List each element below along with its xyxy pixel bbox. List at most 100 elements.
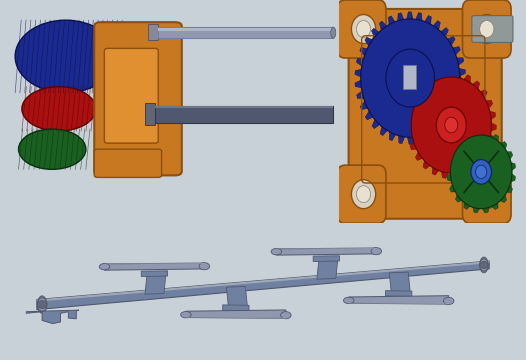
Polygon shape <box>483 131 490 136</box>
Polygon shape <box>434 126 441 135</box>
Circle shape <box>437 107 466 143</box>
Polygon shape <box>357 59 363 66</box>
FancyBboxPatch shape <box>94 149 161 177</box>
Polygon shape <box>441 171 448 178</box>
Polygon shape <box>461 169 467 176</box>
Polygon shape <box>470 163 477 171</box>
Circle shape <box>386 49 434 107</box>
Polygon shape <box>456 141 462 149</box>
Polygon shape <box>492 203 498 210</box>
Polygon shape <box>441 28 448 37</box>
Ellipse shape <box>22 87 96 131</box>
Circle shape <box>351 180 376 209</box>
Circle shape <box>480 186 494 203</box>
Polygon shape <box>507 152 513 159</box>
Polygon shape <box>426 132 432 140</box>
Polygon shape <box>473 131 480 136</box>
Ellipse shape <box>37 296 47 313</box>
Ellipse shape <box>480 259 488 271</box>
Polygon shape <box>145 273 166 294</box>
FancyBboxPatch shape <box>104 48 158 143</box>
Polygon shape <box>371 28 379 37</box>
Polygon shape <box>418 86 425 95</box>
Circle shape <box>357 186 371 203</box>
Polygon shape <box>349 303 449 304</box>
Polygon shape <box>432 167 439 175</box>
Polygon shape <box>459 79 466 87</box>
Polygon shape <box>389 272 410 293</box>
Polygon shape <box>484 145 491 154</box>
Polygon shape <box>478 155 485 164</box>
Polygon shape <box>357 91 364 99</box>
Polygon shape <box>416 152 422 161</box>
Polygon shape <box>456 195 462 202</box>
Polygon shape <box>448 110 456 119</box>
Polygon shape <box>276 248 376 255</box>
Polygon shape <box>433 21 440 30</box>
Polygon shape <box>105 263 205 270</box>
Polygon shape <box>453 100 461 109</box>
Polygon shape <box>355 80 361 88</box>
Ellipse shape <box>271 248 281 255</box>
Polygon shape <box>436 73 442 81</box>
Bar <box>148 24 158 40</box>
Polygon shape <box>389 132 396 141</box>
Polygon shape <box>445 71 451 78</box>
Polygon shape <box>408 108 414 116</box>
FancyBboxPatch shape <box>349 9 502 219</box>
Polygon shape <box>490 112 495 120</box>
Polygon shape <box>360 48 367 56</box>
Circle shape <box>351 14 376 44</box>
FancyBboxPatch shape <box>462 165 511 223</box>
Polygon shape <box>366 111 373 120</box>
Circle shape <box>357 21 371 37</box>
Polygon shape <box>491 123 496 131</box>
Polygon shape <box>317 258 338 279</box>
Polygon shape <box>276 248 376 249</box>
Polygon shape <box>507 185 512 193</box>
Ellipse shape <box>199 263 210 270</box>
Polygon shape <box>380 127 387 136</box>
Polygon shape <box>410 142 417 150</box>
Polygon shape <box>222 305 249 311</box>
Ellipse shape <box>180 311 191 318</box>
Polygon shape <box>141 271 168 276</box>
Polygon shape <box>457 90 464 98</box>
Polygon shape <box>448 36 455 45</box>
Polygon shape <box>426 78 433 87</box>
Polygon shape <box>447 162 451 170</box>
Bar <box>155 106 333 123</box>
Circle shape <box>480 21 494 37</box>
Circle shape <box>411 77 491 173</box>
FancyBboxPatch shape <box>94 22 182 175</box>
Polygon shape <box>511 174 515 182</box>
Polygon shape <box>450 185 456 192</box>
Polygon shape <box>464 203 470 209</box>
Polygon shape <box>372 120 380 129</box>
Polygon shape <box>313 256 339 261</box>
FancyBboxPatch shape <box>472 15 513 42</box>
Ellipse shape <box>371 248 381 255</box>
Polygon shape <box>423 161 430 169</box>
Polygon shape <box>486 100 493 108</box>
Polygon shape <box>379 21 387 30</box>
Polygon shape <box>386 291 412 296</box>
FancyBboxPatch shape <box>462 0 511 58</box>
Ellipse shape <box>18 129 86 169</box>
Polygon shape <box>450 151 456 159</box>
Ellipse shape <box>37 298 47 311</box>
Polygon shape <box>464 134 470 141</box>
Polygon shape <box>424 15 431 24</box>
Polygon shape <box>37 261 489 310</box>
Polygon shape <box>26 310 79 324</box>
FancyBboxPatch shape <box>337 165 386 223</box>
Circle shape <box>445 117 458 133</box>
Polygon shape <box>398 13 404 21</box>
Ellipse shape <box>331 27 336 38</box>
Polygon shape <box>388 16 395 24</box>
Polygon shape <box>459 68 466 76</box>
Polygon shape <box>482 207 489 213</box>
Polygon shape <box>500 195 507 203</box>
Polygon shape <box>492 134 499 141</box>
Polygon shape <box>412 96 418 104</box>
